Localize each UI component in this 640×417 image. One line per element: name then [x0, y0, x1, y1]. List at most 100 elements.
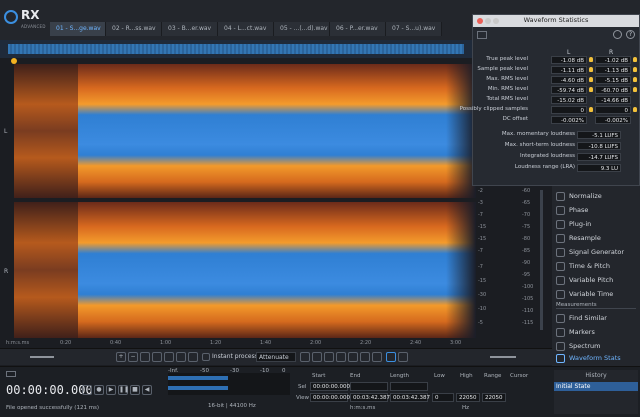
zoom-selection-icon[interactable] — [140, 352, 150, 362]
low-freq-field[interactable]: 0 — [432, 393, 454, 402]
minimize-icon[interactable] — [485, 18, 491, 24]
scale-tick: -75 — [522, 224, 531, 230]
module-resample[interactable]: Resample — [556, 232, 601, 244]
indicator-icon — [633, 77, 637, 82]
spectrogram-zoom-slider[interactable] — [490, 356, 516, 358]
module-label: Phase — [569, 206, 589, 214]
time-selection-icon[interactable] — [300, 352, 310, 362]
transport-bar: 00:00:00.000 ● ▶ ❚❚ ■ ◀ File opened succ… — [0, 366, 640, 417]
loop-icon[interactable] — [82, 385, 92, 395]
module-plug-in[interactable]: Plug-in — [556, 218, 591, 230]
harmonic-icon[interactable] — [372, 352, 382, 362]
stat-value-left: -1.11 dB — [551, 66, 587, 74]
playhead-marker[interactable] — [11, 58, 17, 64]
col-cursor: Cursor — [510, 373, 529, 379]
module-variable-time[interactable]: Variable Time — [556, 288, 613, 300]
scale-slider[interactable] — [540, 190, 543, 330]
scale-tick: -90 — [522, 260, 531, 266]
stats-titlebar[interactable]: Waveform Statistics — [473, 15, 639, 27]
stop-icon[interactable]: ■ — [130, 385, 140, 395]
module-markers[interactable]: Markers — [556, 326, 595, 338]
zoom-fit-icon[interactable] — [152, 352, 162, 362]
history-item[interactable]: Initial State — [554, 382, 638, 391]
module-label: Variable Pitch — [569, 276, 614, 284]
range-freq-field[interactable]: 22050 — [482, 393, 506, 402]
scale-tick: -100 — [522, 284, 534, 290]
col-length: Length — [390, 373, 409, 379]
module-label: Plug-in — [569, 220, 592, 228]
indicator-icon — [589, 67, 593, 72]
timecode-settings-icon[interactable] — [6, 371, 16, 377]
stat-value-left: -1.08 dB — [551, 56, 587, 64]
view-length-field[interactable]: 00:03:42.387 — [390, 393, 430, 402]
plug-in-icon — [556, 219, 565, 229]
stat-value-left: -4.60 dB — [551, 76, 587, 84]
sel-start-field[interactable]: 00:00:00.000 — [310, 382, 350, 391]
instant-process-checkbox[interactable] — [202, 353, 210, 361]
app-subtitle: ADVANCED — [21, 24, 46, 29]
file-tab[interactable]: 05 - ...(...d).wav — [274, 22, 330, 36]
module-label: Markers — [569, 328, 595, 336]
pan-icon[interactable] — [164, 352, 174, 362]
help-icon[interactable]: ? — [626, 30, 635, 39]
module-normalize[interactable]: Normalize — [556, 190, 602, 202]
meter-tick: 0 — [282, 368, 286, 374]
indicator-icon — [633, 107, 637, 112]
module-waveform-stats[interactable]: Waveform Stats — [556, 352, 621, 364]
module-signal-generator[interactable]: Signal Generator — [556, 246, 624, 258]
module-variable-pitch[interactable]: Variable Pitch — [556, 274, 613, 286]
scrub-icon[interactable] — [188, 352, 198, 362]
pointer-icon[interactable] — [386, 352, 396, 362]
play-icon[interactable]: ▶ — [106, 385, 116, 395]
sel-end-field[interactable] — [350, 382, 388, 391]
scale-tick: -115 — [522, 320, 534, 326]
waveform-overview[interactable] — [0, 40, 472, 58]
stats-graph-icon — [477, 31, 487, 39]
indicator-icon — [589, 107, 593, 112]
time-axis-label: 0:40 — [110, 340, 122, 346]
app-name: RX — [21, 8, 40, 22]
waveform-opacity-slider[interactable] — [30, 356, 54, 358]
stat-value-left: -0.002% — [551, 116, 587, 124]
db-tick: -7 — [478, 212, 483, 218]
hand-icon[interactable] — [176, 352, 186, 362]
module-find-similar[interactable]: Find Similar — [556, 312, 607, 324]
db-tick: -15 — [478, 236, 487, 242]
file-tab[interactable]: 02 - R...ss.wav — [106, 22, 162, 36]
magic-wand-icon[interactable] — [360, 352, 370, 362]
file-tab[interactable]: 06 - P...er.wav — [330, 22, 386, 36]
file-tab[interactable]: 03 - B...er.wav — [162, 22, 218, 36]
channel-label-left: L — [4, 128, 8, 135]
close-icon[interactable] — [477, 18, 483, 24]
spectrogram-right-channel[interactable] — [14, 202, 476, 338]
view-start-field[interactable]: 00:00:00.000 — [310, 393, 350, 402]
variable-time-icon — [556, 289, 565, 299]
pencil-icon[interactable] — [398, 352, 408, 362]
module-spectrum[interactable]: Spectrum — [556, 340, 601, 352]
db-tick: -15 — [478, 278, 487, 284]
module-phase[interactable]: Phase — [556, 204, 588, 216]
file-tab[interactable]: 01 - S...ge.wav — [50, 22, 106, 36]
file-tab[interactable]: 07 - S...u).wav — [386, 22, 442, 36]
time-frequency-selection-icon[interactable] — [324, 352, 334, 362]
rewind-icon[interactable]: ◀ — [142, 385, 152, 395]
view-end-field[interactable]: 00:03:42.387 — [350, 393, 390, 402]
file-tab[interactable]: 04 - L...ct.wav — [218, 22, 274, 36]
process-mode-select[interactable]: Attenuate — [256, 352, 296, 362]
zoom-in-icon[interactable]: + — [116, 352, 126, 362]
spectrogram-left-channel[interactable] — [14, 64, 476, 198]
frequency-selection-icon[interactable] — [312, 352, 322, 362]
gear-icon[interactable] — [613, 30, 622, 39]
time-pitch-icon — [556, 261, 565, 271]
lasso-icon[interactable] — [336, 352, 346, 362]
stat-value-right: 0 — [595, 106, 631, 114]
sel-length-field[interactable] — [390, 382, 428, 391]
stat-label: Possibly clipped samples — [459, 106, 528, 112]
pause-icon[interactable]: ❚❚ — [118, 385, 130, 395]
module-time-pitch[interactable]: Time & Pitch — [556, 260, 610, 272]
brush-icon[interactable] — [348, 352, 358, 362]
record-icon[interactable]: ● — [94, 385, 104, 395]
zoom-icon[interactable] — [493, 18, 499, 24]
zoom-out-icon[interactable]: − — [128, 352, 138, 362]
high-freq-field[interactable]: 22050 — [456, 393, 480, 402]
